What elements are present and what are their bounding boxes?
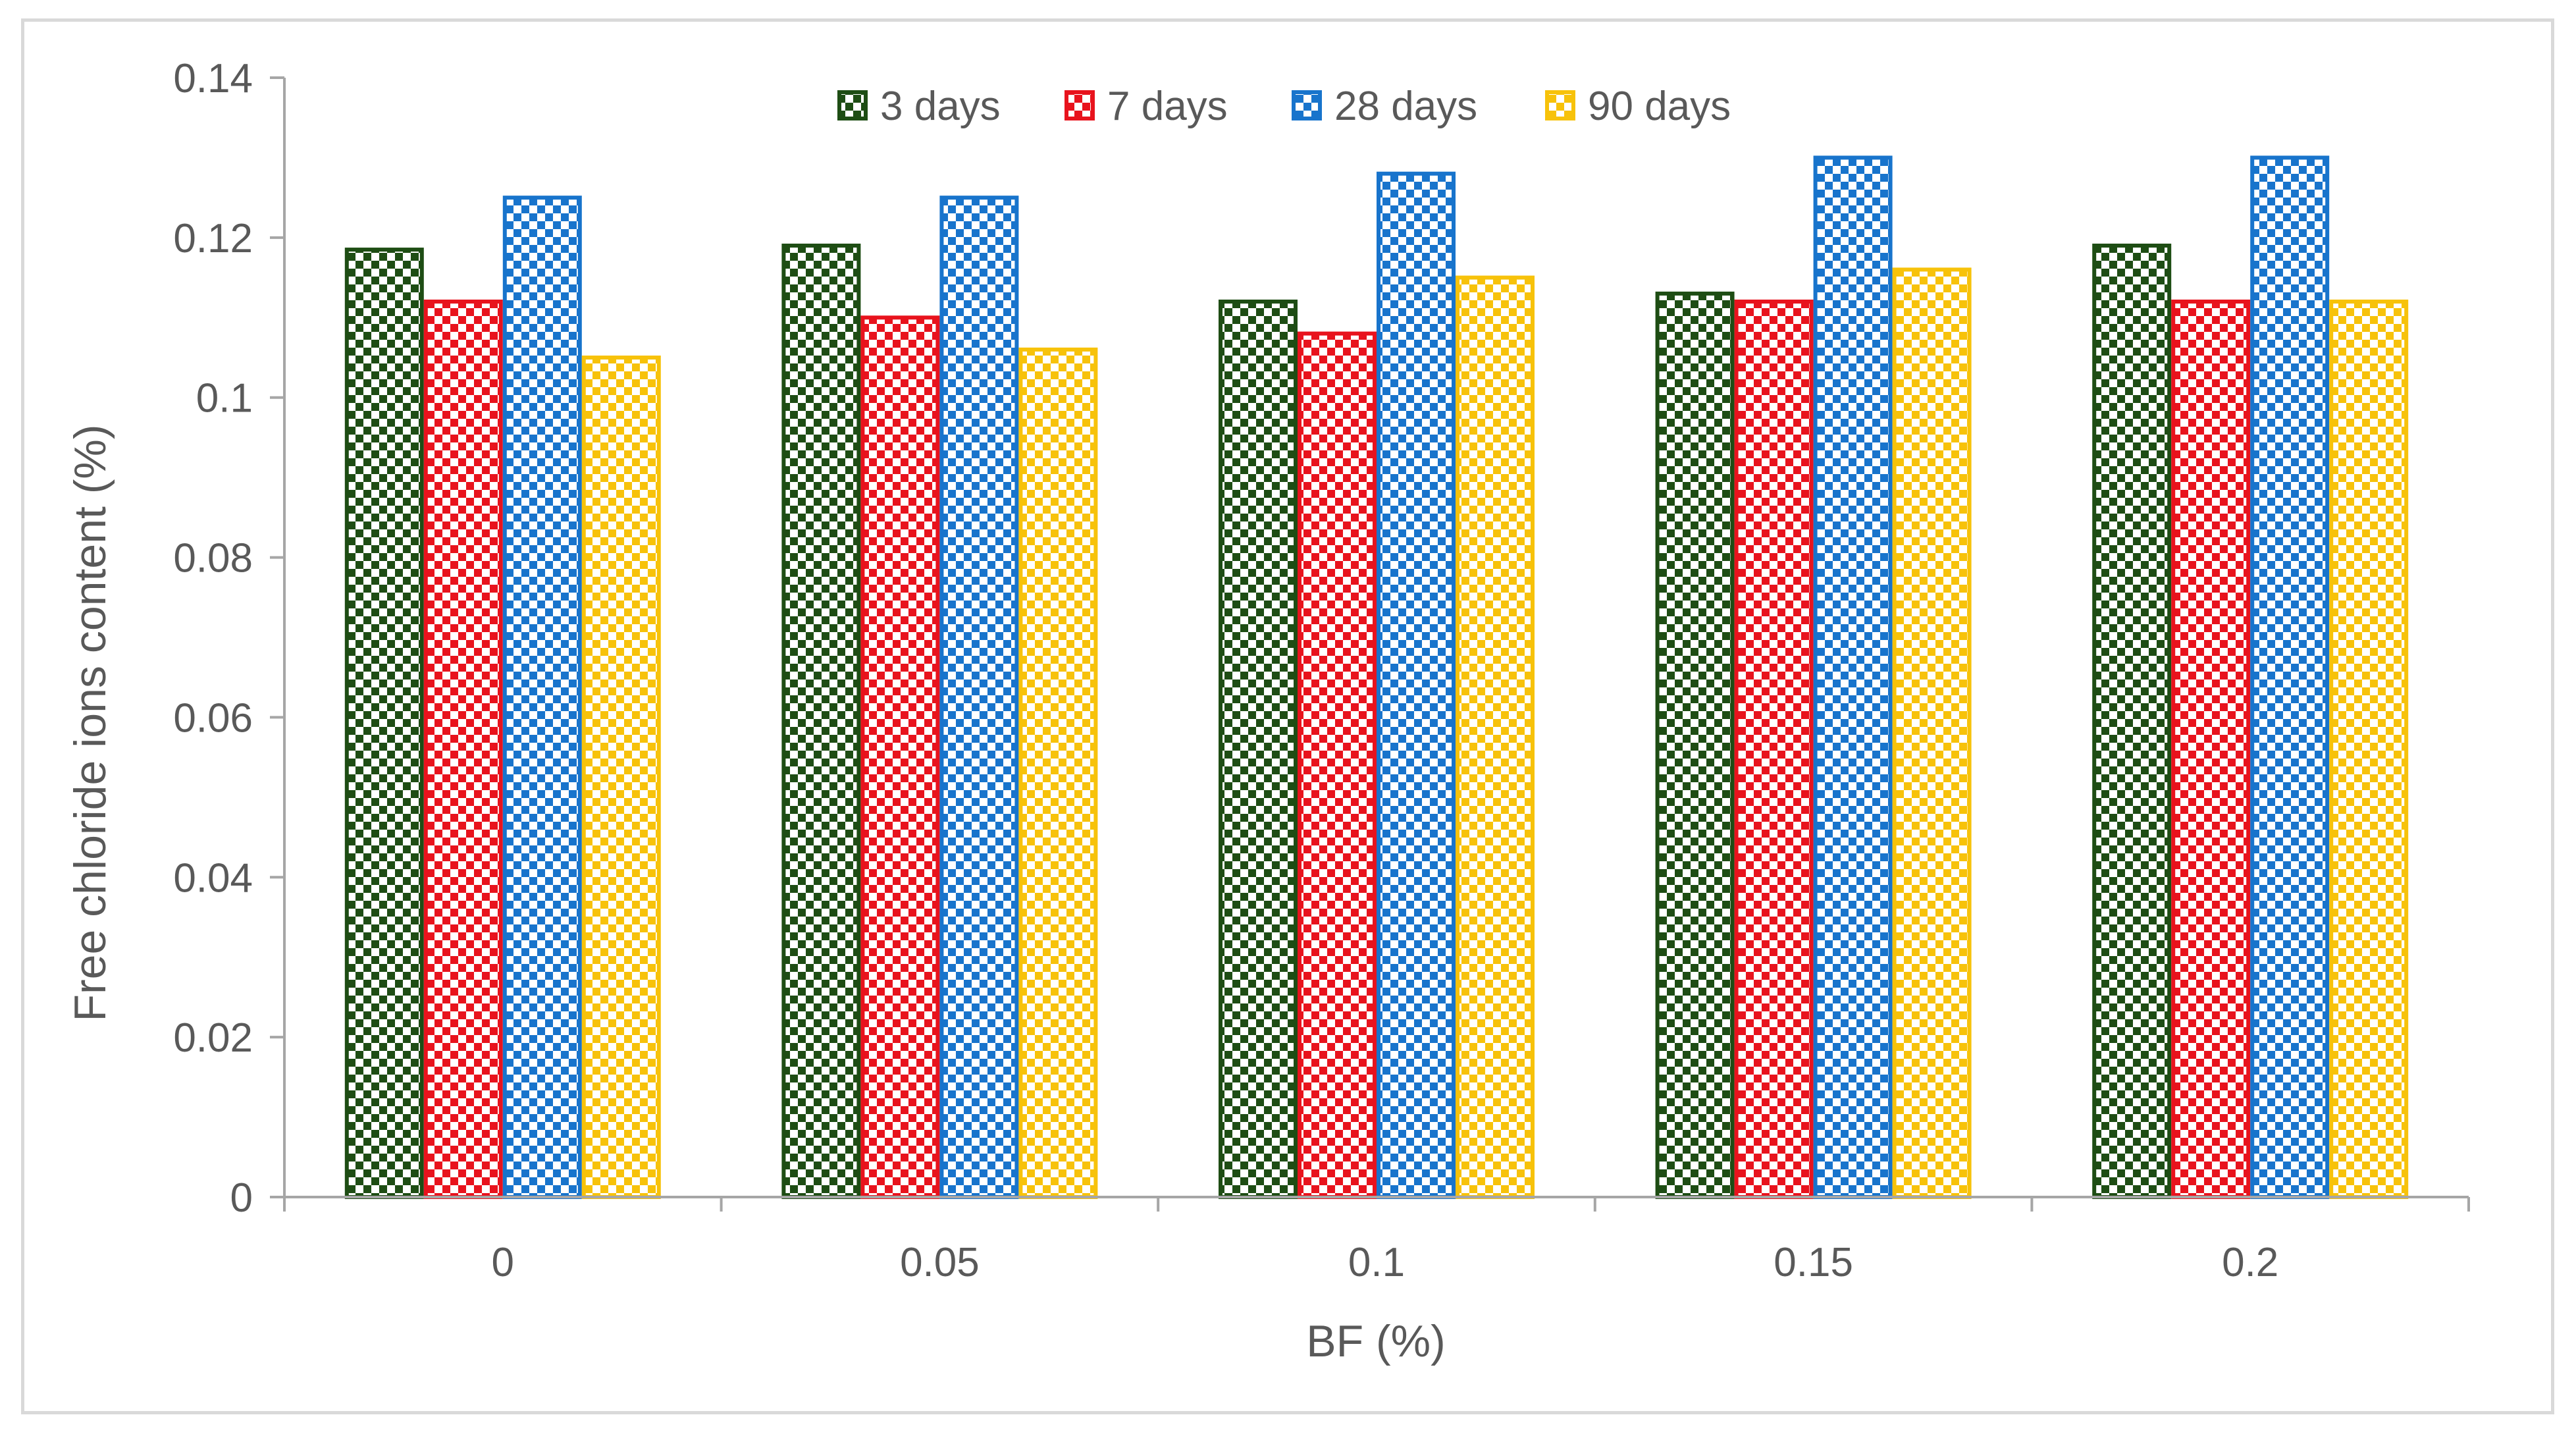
bar-90-days-bf-0.1 — [1456, 275, 1535, 1200]
legend-swatch-90-days — [1545, 90, 1575, 120]
x-tick-label: 0 — [492, 1240, 514, 1285]
bar-3-days-bf-0.15 — [1655, 291, 1735, 1199]
y-tick-label: 0.06 — [173, 695, 253, 741]
legend-label-3-days: 3 days — [880, 84, 1001, 129]
x-tick-label: 0.2 — [2222, 1240, 2278, 1285]
bar-90-days-bf-0.15 — [1892, 267, 1972, 1199]
y-tick-label: 0.12 — [173, 216, 253, 261]
bar-28-days-bf-0.2 — [2250, 155, 2330, 1199]
legend-swatch-3-days — [837, 90, 868, 120]
axes-layer — [270, 76, 2470, 1212]
bars-layer — [344, 155, 2409, 1200]
legend-swatch-7-days — [1065, 90, 1095, 120]
x-tick-label: 0.05 — [900, 1240, 980, 1285]
bar-90-days-bf-0.05 — [1018, 347, 1098, 1199]
bar-3-days-bf-0 — [344, 248, 424, 1200]
bar-90-days-bf-0.2 — [2329, 300, 2409, 1199]
x-tick-label: 0.15 — [1774, 1240, 1853, 1285]
bar-28-days-bf-0.15 — [1813, 155, 1893, 1199]
legend-label-28-days: 28 days — [1334, 84, 1477, 129]
y-tick-label: 0 — [230, 1175, 253, 1221]
y-tick-label: 0.14 — [173, 56, 253, 101]
y-axis-title: Free chloride ions content (%) — [65, 424, 115, 1021]
legend-label-7-days: 7 days — [1107, 84, 1228, 129]
bar-7-days-bf-0 — [423, 300, 503, 1199]
bar-28-days-bf-0.1 — [1377, 171, 1456, 1200]
x-axis-title: BF (%) — [1306, 1316, 1446, 1366]
y-tick-label: 0.02 — [173, 1015, 253, 1061]
x-tick-labels: 0 0.05 0.1 0.15 0.2 — [492, 1240, 2279, 1285]
bar-7-days-bf-0.05 — [860, 315, 940, 1199]
bar-3-days-bf-0.2 — [2092, 244, 2172, 1199]
legend-label-90-days: 90 days — [1588, 84, 1731, 129]
bar-90-days-bf-0 — [581, 356, 661, 1199]
bar-28-days-bf-0 — [502, 196, 582, 1200]
x-tick-label: 0.1 — [1348, 1240, 1405, 1285]
y-tick-label: 0.04 — [173, 855, 253, 901]
bar-3-days-bf-0.1 — [1219, 300, 1298, 1199]
bar-7-days-bf-0.2 — [2171, 300, 2251, 1199]
y-tick-label: 0.08 — [173, 536, 253, 581]
legend: 3 days 7 days 28 days 90 days — [837, 84, 1731, 129]
y-tick-label: 0.1 — [196, 376, 253, 421]
bar-3-days-bf-0.05 — [781, 244, 861, 1199]
bar-28-days-bf-0.05 — [939, 196, 1019, 1200]
legend-swatch-28-days — [1292, 90, 1322, 120]
y-tick-labels: 0 0.02 0.04 0.06 0.08 0.1 0.12 0.14 — [173, 56, 253, 1221]
bar-7-days-bf-0.1 — [1298, 331, 1377, 1200]
bar-7-days-bf-0.15 — [1734, 300, 1814, 1199]
